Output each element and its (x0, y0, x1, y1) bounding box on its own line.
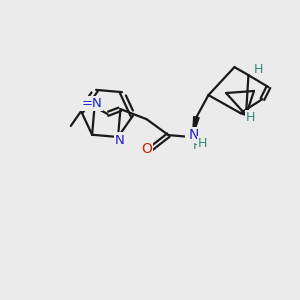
Text: N: N (186, 128, 197, 142)
Text: H: H (198, 136, 207, 150)
Text: N: N (115, 134, 125, 146)
Text: N: N (188, 128, 199, 142)
Text: H: H (246, 111, 255, 124)
Text: H: H (254, 63, 263, 76)
Text: =N: =N (81, 97, 102, 110)
Text: H: H (193, 139, 202, 152)
Polygon shape (192, 117, 199, 137)
Text: O: O (141, 142, 152, 156)
